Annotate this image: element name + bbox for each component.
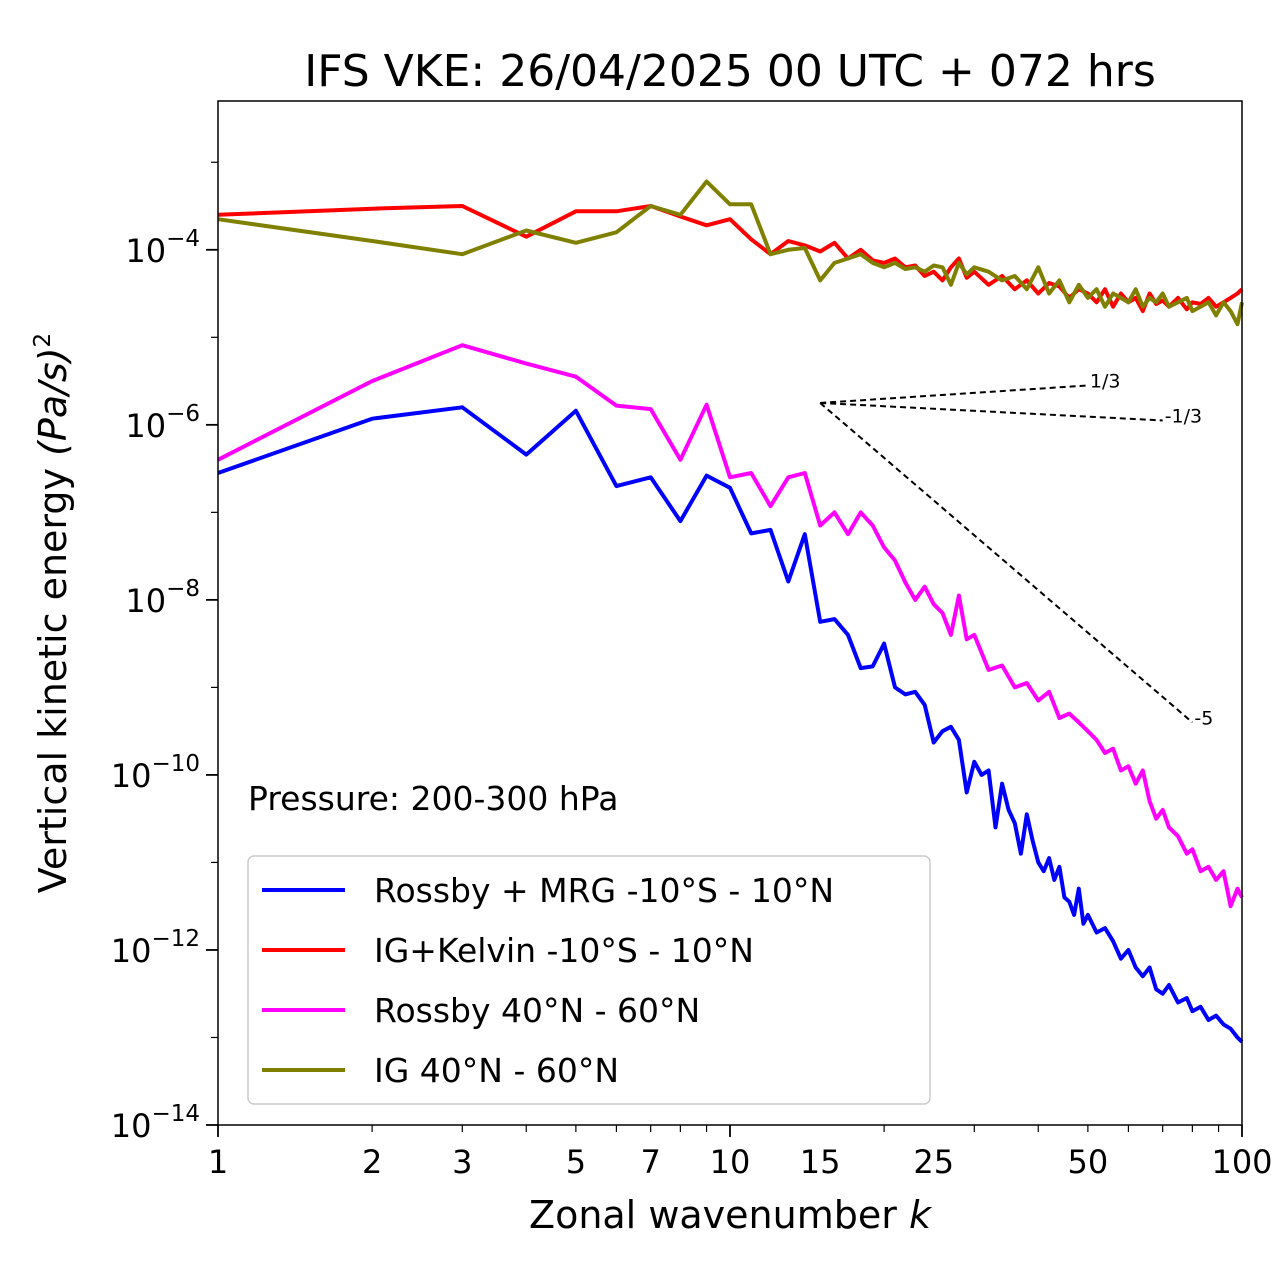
y-axis-label-unit: (Pa/s) (31, 347, 75, 455)
y-tick-label: 10−10 (111, 751, 200, 795)
x-tick-label: 1 (208, 1143, 228, 1181)
reference-line-3 (819, 402, 1194, 724)
reference-line-2 (820, 401, 1163, 422)
y-tick-label: 10−14 (111, 1101, 200, 1145)
x-tick-label: 15 (800, 1143, 841, 1181)
legend-label-3: Rossby 40°N - 60°N (374, 991, 700, 1030)
x-tick-label: 7 (641, 1143, 661, 1181)
reference-slope-lines: 1/3 -1/3 -5 (819, 370, 1213, 729)
y-tick-label: 10−8 (125, 576, 200, 620)
x-tick-label: 5 (566, 1143, 586, 1181)
x-tick-label: 3 (452, 1143, 472, 1181)
series-layer (217, 179, 1244, 1044)
series-line-3 (217, 343, 1244, 909)
series-line-4 (217, 179, 1244, 327)
x-axis-label-var: k (909, 1193, 933, 1237)
y-tick-label: 10−6 (125, 401, 200, 445)
x-axis-ticks: 1 2 3 5 7 10 15 25 50 100 (208, 1125, 1273, 1181)
y-axis-ticks: 10−4 10−6 10−8 10−10 10−12 10−14 (111, 161, 218, 1145)
x-axis-label: Zonal wavenumber k (529, 1193, 933, 1237)
legend-label-2: IG+Kelvin -10°S - 10°N (374, 931, 754, 970)
legend-items: Rossby + MRG -10°S - 10°N IG+Kelvin -10°S… (262, 871, 834, 1090)
legend: Rossby + MRG -10°S - 10°N IG+Kelvin -10°S… (247, 855, 931, 1105)
x-tick-label: 2 (362, 1143, 382, 1181)
reference-label-3: -5 (1194, 707, 1213, 729)
y-axis-label-exp: 2 (30, 333, 56, 348)
legend-label-1: Rossby + MRG -10°S - 10°N (374, 871, 834, 910)
y-tick-label: 10−4 (125, 226, 200, 270)
chart-title: IFS VKE: 26/04/2025 00 UTC + 072 hrs (304, 46, 1156, 97)
x-axis-label-text: Zonal wavenumber (529, 1193, 897, 1237)
series-line-1 (217, 405, 1244, 1044)
reference-label-1: 1/3 (1090, 370, 1121, 392)
x-tick-label: 50 (1068, 1143, 1109, 1181)
y-axis-label: Vertical kinetic energy (Pa/s)2 (30, 333, 75, 893)
pressure-annotation: Pressure: 200-300 hPa (248, 779, 618, 818)
reference-line-1 (820, 384, 1088, 404)
x-tick-label: 100 (1211, 1143, 1272, 1181)
y-tick-label: 10−12 (111, 926, 200, 970)
y-axis-label-text: Vertical kinetic energy (31, 468, 75, 893)
reference-label-2: -1/3 (1165, 405, 1202, 427)
legend-frame (247, 855, 931, 1105)
x-tick-label: 10 (710, 1143, 751, 1181)
x-tick-label: 25 (913, 1143, 954, 1181)
legend-label-4: IG 40°N - 60°N (374, 1051, 619, 1090)
